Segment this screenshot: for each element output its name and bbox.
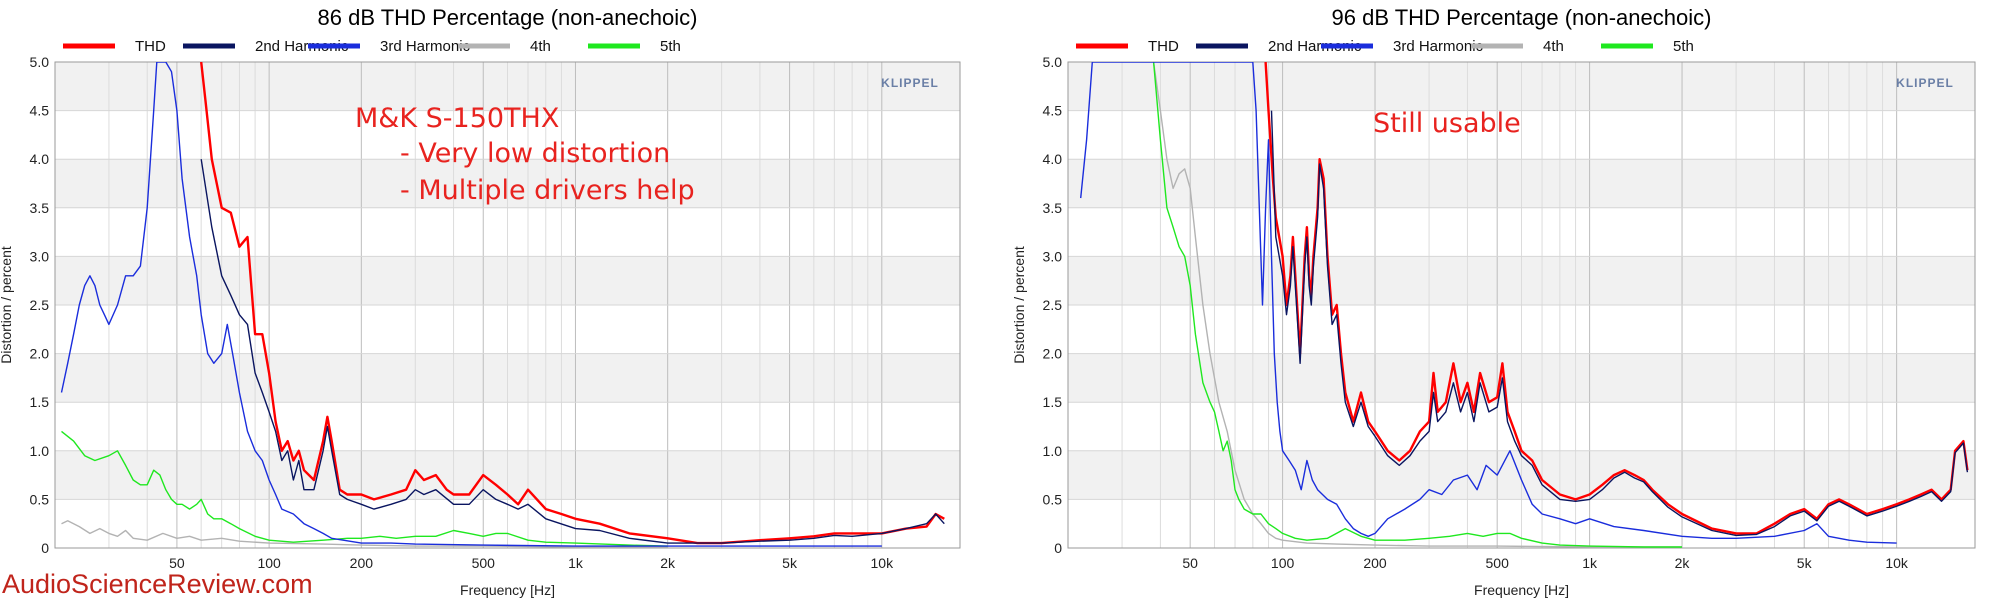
series-line-5th xyxy=(1152,62,1682,548)
x-tick-label: 2k xyxy=(660,555,676,571)
y-tick-label: 0.5 xyxy=(30,491,50,507)
y-tick-label: 3.5 xyxy=(1043,200,1063,216)
x-tick-label: 50 xyxy=(169,555,185,571)
x-tick-label: 5k xyxy=(782,555,798,571)
series-line-5th xyxy=(61,430,668,547)
y-tick-label: 4.0 xyxy=(1043,151,1063,167)
legend-label: THD xyxy=(135,38,166,55)
x-tick-label: 500 xyxy=(472,555,496,571)
x-tick-label: 100 xyxy=(1271,555,1295,571)
y-tick-label: 5.0 xyxy=(1043,54,1063,70)
y-tick-label: 3.0 xyxy=(30,248,50,264)
chart-2: 0 0.5 1.0 1.5 2.0 2.5 3.0 3.5 4.0 4.5 5.0 50 100 200 5… xyxy=(1011,5,1976,598)
x-tick-label: 2k xyxy=(1675,555,1691,571)
x-tick-label: 200 xyxy=(1363,555,1387,571)
x-tick-label: 100 xyxy=(257,555,281,571)
y-tick-label: 4.0 xyxy=(30,151,50,167)
y-tick-label: 4.5 xyxy=(1043,103,1063,119)
series-line-3rd-harmonic xyxy=(1080,62,1897,544)
y-tick-label: 0 xyxy=(1054,540,1062,556)
x-tick-label: 1k xyxy=(568,555,584,571)
x-tick-label: 1k xyxy=(1582,555,1598,571)
klippel-logo: KLIPPEL xyxy=(1896,76,1954,90)
series-line-thd xyxy=(200,62,945,545)
y-tick-label: 2.0 xyxy=(30,346,50,362)
series-line-4th xyxy=(61,520,668,548)
legend-label: 4th xyxy=(1543,38,1564,55)
x-tick-label: 5k xyxy=(1797,555,1813,571)
annotation-text: - Multiple drivers help xyxy=(400,175,695,206)
y-tick-label: 5.0 xyxy=(30,54,50,70)
annotation-text: M&K S-150THX xyxy=(355,103,559,134)
y-tick-label: 0.5 xyxy=(1043,491,1063,507)
y-tick-label: 1.5 xyxy=(1043,394,1063,410)
plot-frame xyxy=(1067,61,1976,549)
y-tick-label: 3.5 xyxy=(30,200,50,216)
y-tick-label: 1.5 xyxy=(30,394,50,410)
y-tick-label: 2.0 xyxy=(1043,346,1063,362)
plot-frame xyxy=(54,61,961,549)
x-tick-label: 10k xyxy=(1885,555,1909,571)
x-axis-label: Frequency [Hz] xyxy=(460,582,555,598)
series-line-2nd-harmonic xyxy=(200,159,945,544)
watermark-text: AudioScienceReview.com xyxy=(2,569,313,599)
y-tick-label: 3.0 xyxy=(1043,248,1063,264)
y-tick-label: 1.0 xyxy=(30,443,50,459)
legend-label: 3rd Harmonic xyxy=(380,38,471,55)
chart-title: 96 dB THD Percentage (non-anechoic) xyxy=(1332,5,1712,30)
legend-label: 2nd Harmonic xyxy=(255,38,349,55)
legend-label: 5th xyxy=(1673,38,1694,55)
x-tick-label: 10k xyxy=(871,555,895,571)
legend-label: THD xyxy=(1148,38,1179,55)
y-tick-label: 0 xyxy=(41,540,49,556)
legend-label: 2nd Harmonic xyxy=(1268,38,1362,55)
chart-title: 86 dB THD Percentage (non-anechoic) xyxy=(318,5,698,30)
series-line-4th xyxy=(1152,62,1682,548)
y-tick-label: 2.5 xyxy=(1043,297,1063,313)
y-axis-label: Distortion / percent xyxy=(1011,246,1027,364)
y-tick-label: 1.0 xyxy=(1043,443,1063,459)
x-tick-label: 50 xyxy=(1182,555,1198,571)
x-tick-label: 500 xyxy=(1486,555,1510,571)
legend-label: 5th xyxy=(660,38,681,55)
annotation-text: - Very low distortion xyxy=(400,138,670,169)
legend-label: 4th xyxy=(530,38,551,55)
legend-label: 3rd Harmonic xyxy=(1393,38,1484,55)
y-axis-label: Distortion / percent xyxy=(0,246,14,364)
klippel-logo: KLIPPEL xyxy=(881,76,939,90)
y-tick-label: 2.5 xyxy=(30,297,50,313)
series-line-2nd-harmonic xyxy=(1270,110,1969,537)
y-tick-label: 4.5 xyxy=(30,103,50,119)
x-tick-label: 200 xyxy=(350,555,374,571)
chart-1: 0 0.5 1.0 1.5 2.0 2.5 3.0 3.5 4.0 4.5 5.0 50 100 200 5… xyxy=(0,5,961,598)
x-axis-label: Frequency [Hz] xyxy=(1474,582,1569,598)
series-line-3rd-harmonic xyxy=(60,62,882,547)
annotation-text: Still usable xyxy=(1373,108,1521,139)
